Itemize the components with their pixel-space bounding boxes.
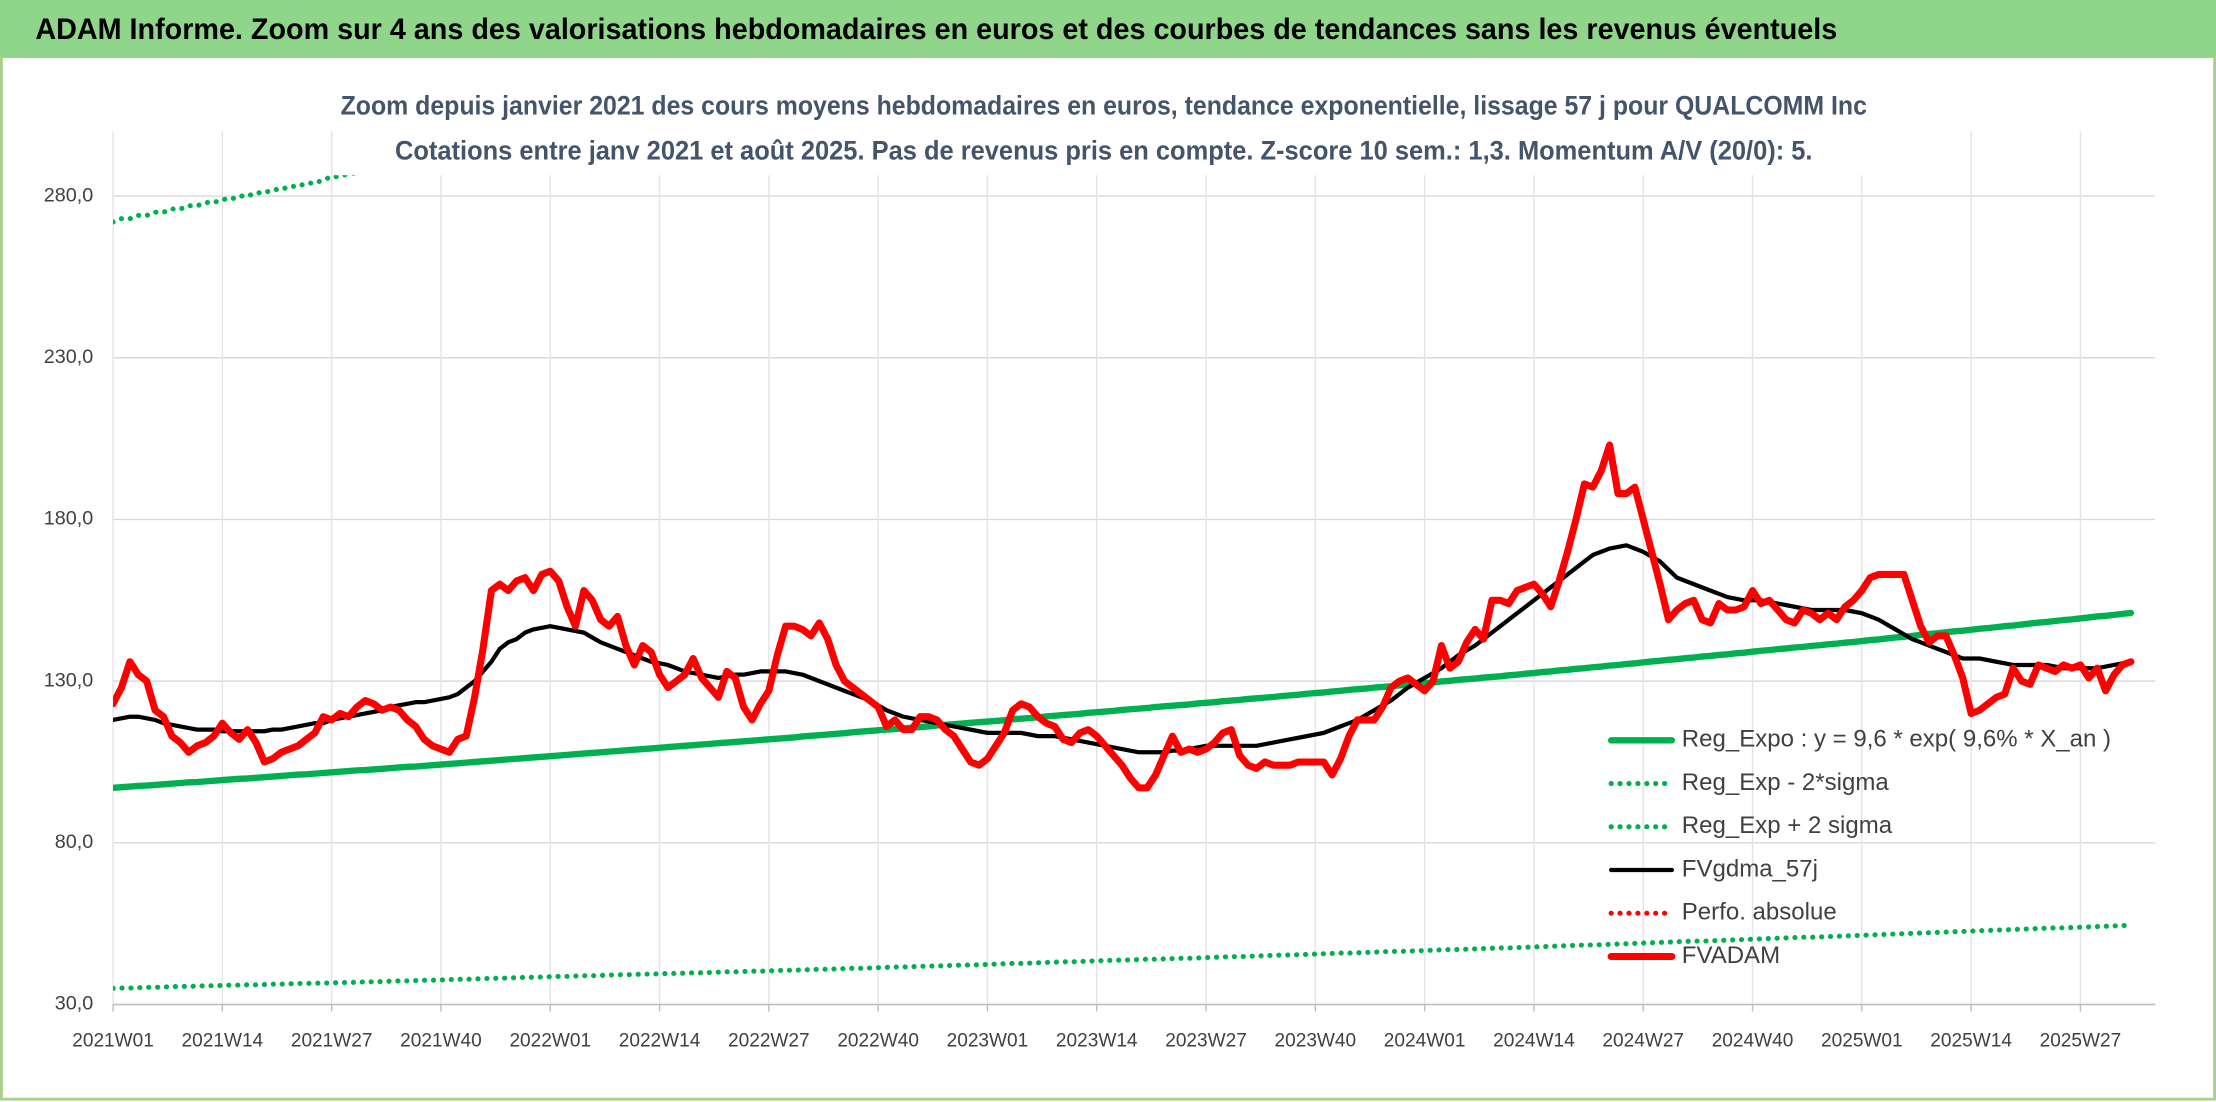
legend-label: Perfo. absolue [1682, 899, 1837, 926]
x-tick-label: 2022W14 [619, 1030, 701, 1051]
x-tick-label: 2024W27 [1602, 1030, 1684, 1051]
series-line [113, 609, 2135, 792]
x-tick-label: 2023W01 [947, 1030, 1029, 1051]
y-tick-label: 280,0 [44, 184, 93, 206]
legend-label: FVgdma_57j [1682, 855, 1818, 882]
x-tick-label: 2024W01 [1384, 1030, 1466, 1051]
x-tick-label: 2021W14 [182, 1030, 264, 1051]
x-tick-label: 2025W01 [1821, 1030, 1903, 1051]
chart-subtitle: Cotations entre janv 2021 et août 2025. … [395, 136, 1813, 166]
x-tick-label: 2021W40 [400, 1030, 482, 1051]
y-tick-label: 80,0 [55, 831, 93, 853]
series-line [113, 441, 2135, 792]
x-tick-label: 2023W40 [1275, 1030, 1357, 1051]
series-line [113, 543, 2133, 755]
legend: Reg_Expo : y = 9,6 * exp( 9,6% * X_an ) R… [1607, 726, 2111, 969]
series-group [113, 131, 2135, 991]
header-title: ADAM Informe. Zoom sur 4 ans des valoris… [35, 13, 1837, 46]
legend-label: Reg_Exp - 2*sigma [1682, 769, 1890, 796]
x-tick-label: 2025W27 [2040, 1030, 2122, 1051]
y-tick-label: 180,0 [44, 508, 93, 530]
y-tick-label: 130,0 [44, 669, 93, 691]
x-tick-label: 2022W27 [728, 1030, 810, 1051]
x-tick-label: 2025W14 [1930, 1030, 2012, 1051]
x-tick-label: 2022W40 [837, 1030, 919, 1051]
y-tick-label: 30,0 [55, 993, 93, 1015]
series-line [113, 922, 2134, 991]
legend-label: FVADAM [1682, 942, 1780, 969]
x-tick-label: 2023W27 [1165, 1030, 1247, 1051]
chart-title: Zoom depuis janvier 2021 des cours moyen… [341, 90, 1867, 120]
plot-area: 30,0 80,0 130,0 180,0 230,0 280,0 2021W01 2021W… [44, 131, 2156, 1051]
x-tick-label: 2023W14 [1056, 1030, 1138, 1051]
x-tick-label: 2024W14 [1493, 1030, 1575, 1051]
header-band [0, 0, 2216, 58]
legend-label: Reg_Exp + 2 sigma [1682, 812, 1893, 839]
x-tick-label: 2022W01 [509, 1030, 591, 1051]
y-tick-label: 230,0 [44, 346, 93, 368]
x-tick-label: 2021W27 [291, 1030, 373, 1051]
x-tick-label: 2024W40 [1712, 1030, 1794, 1051]
title-background [334, 84, 1876, 176]
legend-label: Reg_Expo : y = 9,6 * exp( 9,6% * X_an ) [1682, 726, 2111, 753]
x-tick-label: 2021W01 [72, 1030, 154, 1051]
